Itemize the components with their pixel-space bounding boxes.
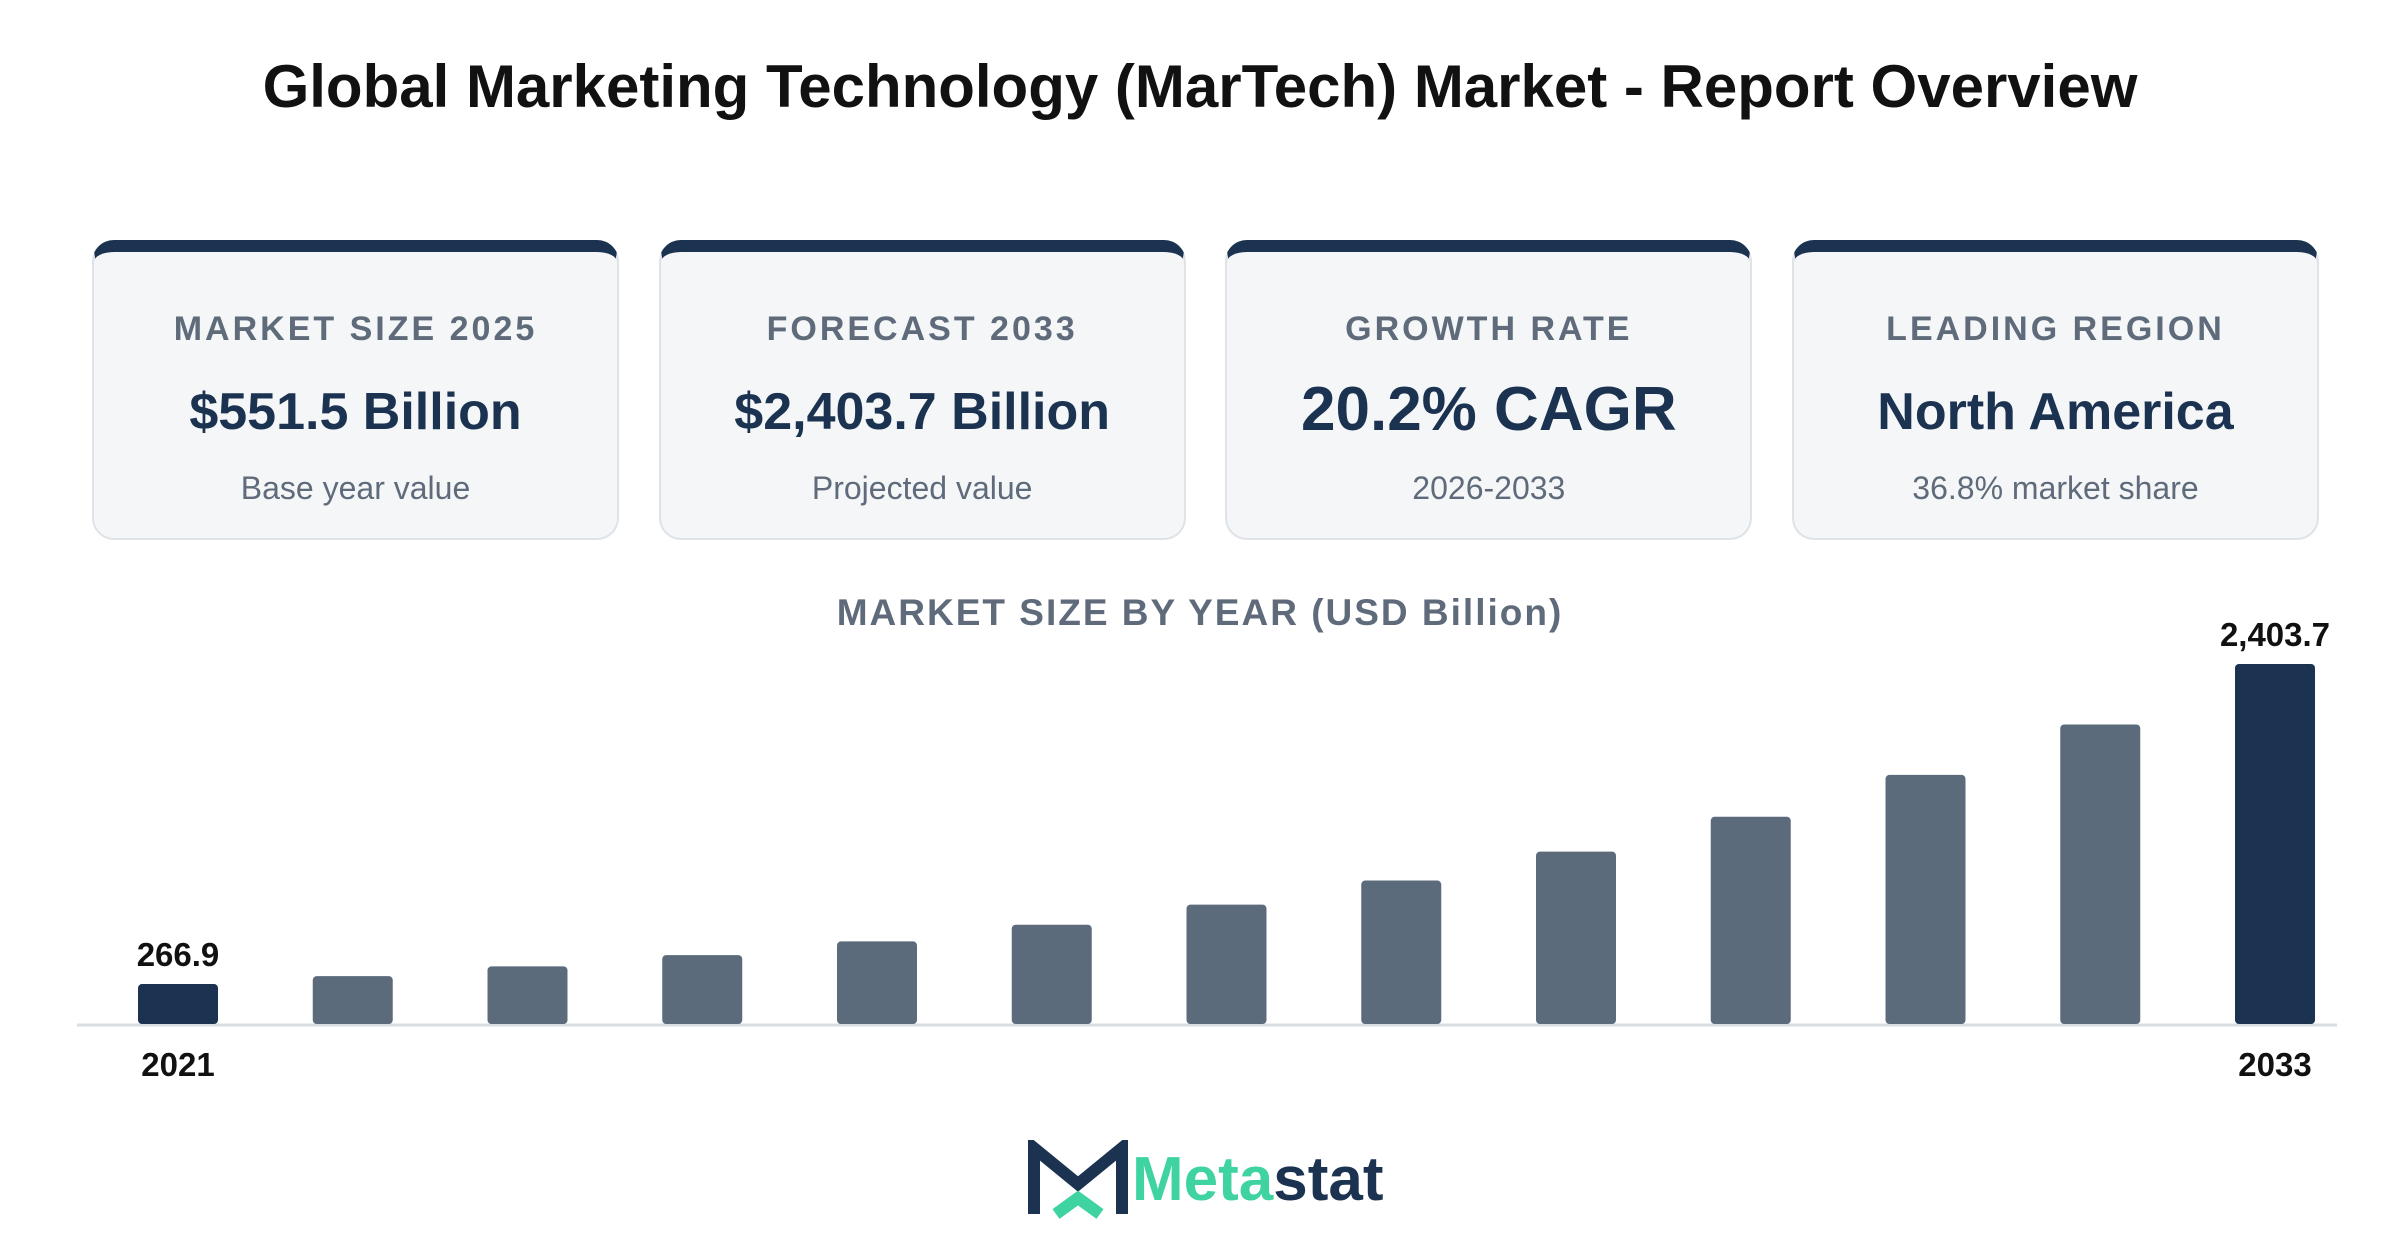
kpi-card-subtext: Base year value xyxy=(240,470,471,506)
tick-label-2033: 2033 xyxy=(2238,1046,2311,1083)
kpi-card-value: North America xyxy=(1877,383,2234,441)
kpi-card-label: GROWTH RATE xyxy=(1345,310,1633,348)
bar-2026 xyxy=(1011,924,1092,1024)
kpi-card-label: LEADING REGION xyxy=(1886,310,2225,348)
bar-2030 xyxy=(1710,816,1791,1024)
kpi-card-subtext: Projected value xyxy=(811,470,1033,506)
data-label-2021: 266.9 xyxy=(137,936,220,973)
kpi-card-growth-rate: GROWTH RATE 20.2% CAGR 2026-2033 xyxy=(1225,240,1753,540)
bar-2028 xyxy=(1361,880,1442,1024)
bar-2022 xyxy=(312,976,393,1024)
kpi-card-market-size: MARKET SIZE 2025 $551.5 Billion Base yea… xyxy=(92,240,619,540)
metastat-logo-text: Metastat xyxy=(1132,1144,1384,1216)
bar-chart: 266.9 2021 2,403.7 2033 xyxy=(77,616,2337,1083)
kpi-cards: MARKET SIZE 2025 $551.5 Billion Base yea… xyxy=(92,240,2319,540)
bar-2029 xyxy=(1536,851,1616,1024)
logo-text-meta: Meta xyxy=(1132,1145,1274,1214)
kpi-card-value: $2,403.7 Billion xyxy=(734,383,1111,441)
bar-2023 xyxy=(487,966,568,1024)
kpi-card-value: $551.5 Billion xyxy=(189,383,522,441)
kpi-card-label: MARKET SIZE 2025 xyxy=(173,310,538,348)
tick-label-2021: 2021 xyxy=(141,1046,214,1083)
bar-2031 xyxy=(1885,774,1966,1024)
bar-2021 xyxy=(138,984,218,1024)
bar-2027 xyxy=(1186,904,1267,1024)
kpi-card-leading-region: LEADING REGION North America 36.8% marke… xyxy=(1791,240,2319,540)
chart-title: MARKET SIZE BY YEAR (USD Billion) xyxy=(836,592,1564,633)
page-title: Global Marketing Technology (MarTech) Ma… xyxy=(262,53,2138,120)
kpi-card-subtext: 36.8% market share xyxy=(1912,470,2199,506)
bar-2025 xyxy=(837,941,917,1024)
bar-2032 xyxy=(2060,724,2141,1024)
metastat-logo: Metastat xyxy=(1028,1135,1398,1220)
bar-2033 xyxy=(2235,664,2315,1024)
kpi-card-label: FORECAST 2033 xyxy=(766,310,1078,348)
logo-text-stat: stat xyxy=(1273,1145,1384,1214)
kpi-card-forecast: FORECAST 2033 $2,403.7 Billion Projected… xyxy=(658,240,1186,540)
metastat-logo-icon xyxy=(1028,1135,1128,1219)
kpi-card-value: 20.2% CAGR xyxy=(1301,375,1677,444)
kpi-card-subtext: 2026-2033 xyxy=(1412,470,1566,506)
bar-2024 xyxy=(662,955,743,1024)
data-label-2033: 2,403.7 xyxy=(2220,616,2330,653)
